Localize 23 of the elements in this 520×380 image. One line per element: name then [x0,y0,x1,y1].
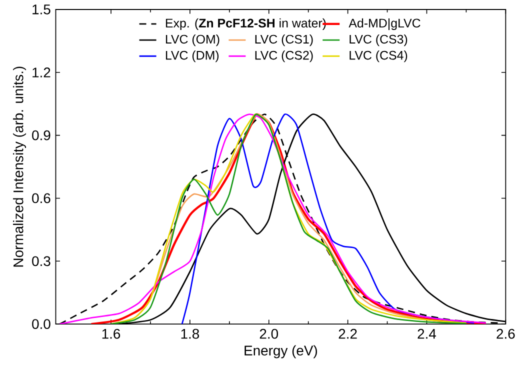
legend-label: Ad-MD|gLVC [348,18,420,30]
x-tick-label: 2.2 [338,328,357,339]
x-tick-label: 2.0 [260,328,278,339]
legend-label: LVC (CS2) [255,50,313,62]
y-tick-label: 1.2 [32,68,50,78]
legend-label: LVC (OM) [166,34,220,46]
x-tick-label: 1.6 [102,328,120,339]
y-tick-label: 1.5 [32,4,50,14]
y-tick-label: 0.6 [32,193,50,204]
y-tick-label: 0.9 [32,130,50,140]
line-series [181,114,475,324]
legend-label: LVC (CS4) [350,50,408,62]
legend-label: LVC (DM) [166,50,219,62]
legend-label: LVC (CS3) [350,34,408,46]
y-axis-title: Normalized Intensity (arb. units.) [13,66,26,267]
legend-label: LVC (CS1) [255,34,313,46]
y-tick-label: 0.0 [32,319,50,330]
legend-label: Exp. (Zn PcF12-SH in water) [166,18,326,30]
x-tick-label: 1.8 [181,328,200,339]
x-tick-label: 2.6 [496,328,515,339]
x-tick-label: 2.4 [418,328,436,339]
y-tick-label: 0.3 [32,256,50,266]
x-axis-title: Energy (eV) [244,345,318,358]
